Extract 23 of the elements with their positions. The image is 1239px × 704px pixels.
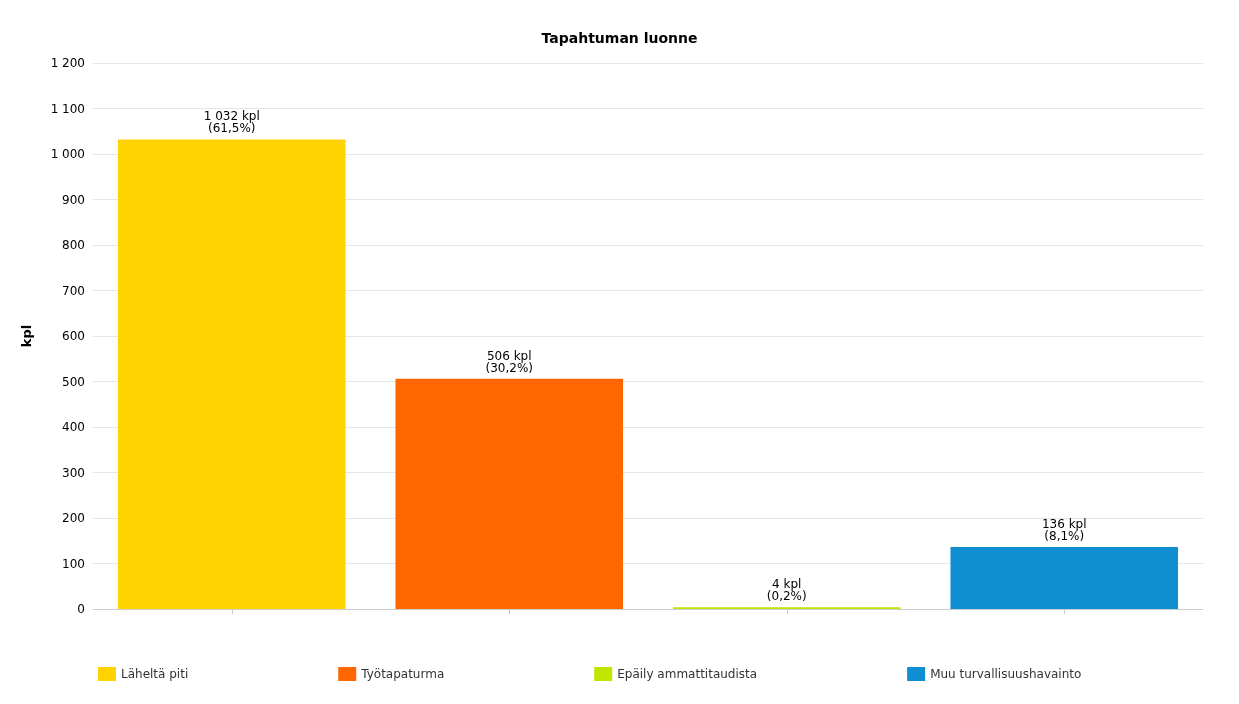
legend-label: Läheltä piti [121, 667, 189, 681]
legend-label: Epäily ammattitaudista [617, 667, 758, 681]
y-tick-label: 700 [62, 283, 85, 298]
y-tick-label: 400 [62, 420, 85, 434]
y-tick-label: 600 [62, 329, 85, 343]
y-tick-label: 1 200 [50, 56, 85, 70]
y-tick-label: 1 000 [50, 147, 85, 161]
legend-label: Muu turvallisuushavainto [930, 667, 1082, 681]
data-label: 4 kpl (0,2%) [766, 577, 807, 604]
y-tick-label: 100 [62, 556, 85, 571]
y-tick-label: 200 [62, 511, 85, 525]
y-tick-label: 500 [62, 374, 85, 389]
y-tick-label: 0 [77, 602, 85, 616]
y-axis-title: kpl [19, 324, 34, 348]
legend-label: Työtapaturma [360, 667, 445, 681]
chart-title: Tapahtuman luonne [541, 30, 698, 46]
y-tick-label: 300 [62, 465, 85, 480]
y-tick-label: 1 100 [50, 101, 85, 116]
data-label: 136 kpl (8,1%) [1041, 517, 1087, 544]
y-tick-label: 800 [62, 238, 85, 252]
data-label: 506 kpl (30,2%) [485, 348, 533, 375]
data-label: 1 032 kpl (61,5%) [203, 109, 260, 136]
y-tick-label: 900 [62, 192, 85, 207]
